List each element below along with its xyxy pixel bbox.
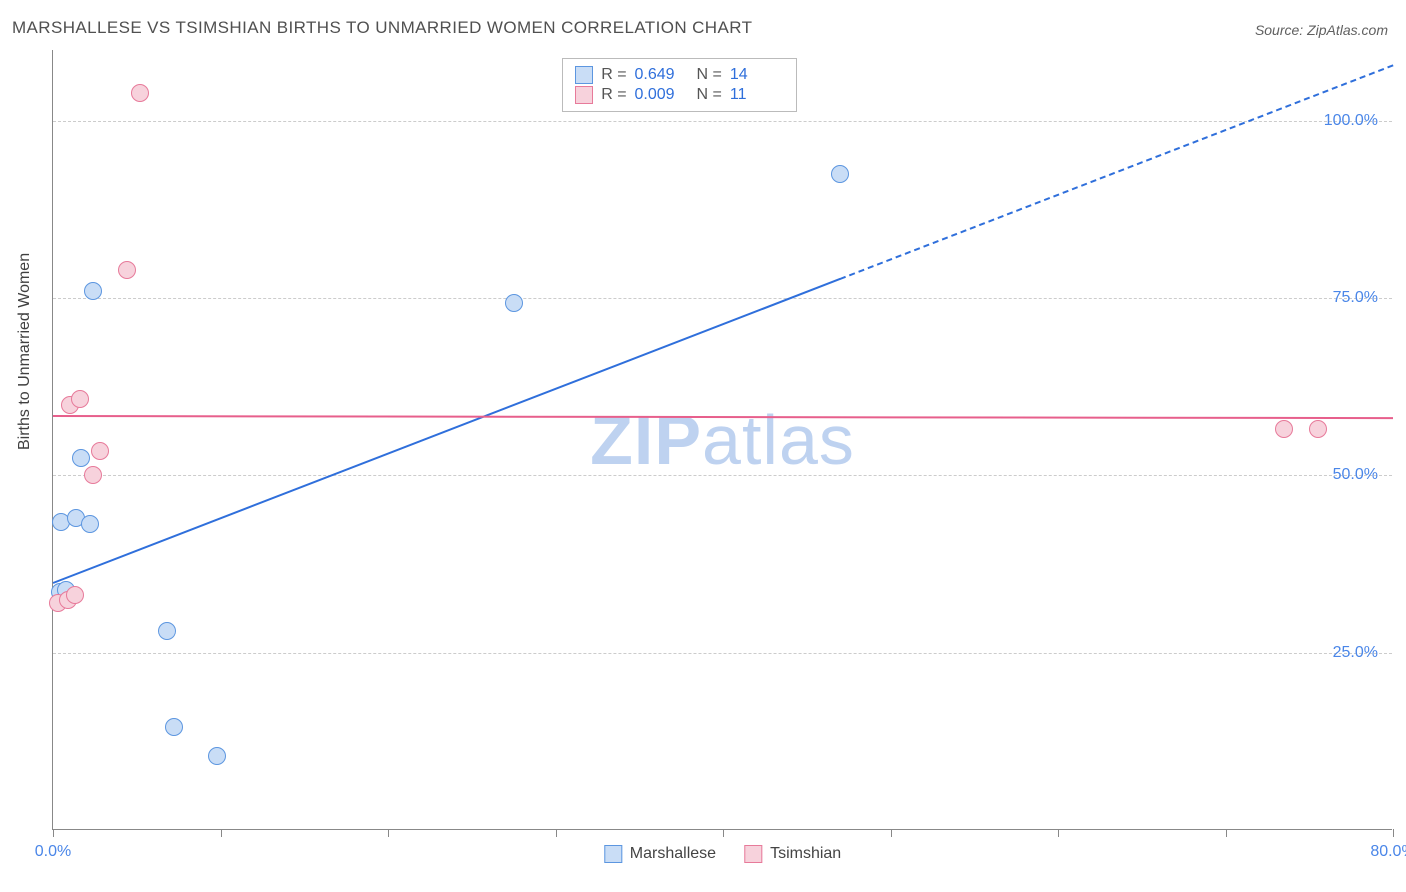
n-value: 14 xyxy=(730,66,784,84)
series-legend: Marshallese Tsimshian xyxy=(604,845,841,863)
data-point-marshallese xyxy=(831,165,849,183)
x-tick xyxy=(221,829,222,837)
x-tick xyxy=(891,829,892,837)
x-tick xyxy=(1058,829,1059,837)
data-point-marshallese xyxy=(72,449,90,467)
n-label: N = xyxy=(697,86,722,104)
trend-line-marshallese xyxy=(840,64,1393,279)
x-tick xyxy=(556,829,557,837)
y-tick-label: 50.0% xyxy=(1333,466,1378,484)
data-point-tsimshian xyxy=(1309,420,1327,438)
data-point-marshallese xyxy=(158,622,176,640)
r-value: 0.009 xyxy=(635,86,689,104)
gridline-h xyxy=(53,121,1392,122)
y-tick-label: 100.0% xyxy=(1324,112,1378,130)
legend-label: Tsimshian xyxy=(770,845,841,863)
legend-swatch xyxy=(575,86,593,104)
chart-source: Source: ZipAtlas.com xyxy=(1255,22,1388,38)
data-point-tsimshian xyxy=(84,466,102,484)
data-point-tsimshian xyxy=(71,390,89,408)
correlation-row: R = 0.649 N = 14 xyxy=(575,65,784,85)
legend-swatch xyxy=(604,845,622,863)
x-tick-label: 0.0% xyxy=(35,843,71,861)
n-value: 11 xyxy=(730,86,784,104)
y-axis-label: Births to Unmarried Women xyxy=(16,253,34,450)
legend-swatch xyxy=(744,845,762,863)
x-tick xyxy=(1226,829,1227,837)
data-point-marshallese xyxy=(81,515,99,533)
data-point-marshallese xyxy=(208,747,226,765)
r-value: 0.649 xyxy=(635,66,689,84)
data-point-tsimshian xyxy=(91,442,109,460)
r-label: R = xyxy=(601,86,626,104)
data-point-marshallese xyxy=(505,294,523,312)
data-point-tsimshian xyxy=(118,261,136,279)
data-point-tsimshian xyxy=(131,84,149,102)
y-tick-label: 75.0% xyxy=(1333,289,1378,307)
y-tick-label: 25.0% xyxy=(1333,644,1378,662)
legend-swatch xyxy=(575,66,593,84)
x-tick xyxy=(723,829,724,837)
legend-item-marshallese: Marshallese xyxy=(604,845,716,863)
plot-area: ZIPatlas 25.0%50.0%75.0%100.0%0.0%80.0%R… xyxy=(52,50,1392,830)
watermark: ZIPatlas xyxy=(590,400,855,480)
data-point-tsimshian xyxy=(66,586,84,604)
data-point-marshallese xyxy=(165,718,183,736)
correlation-legend: R = 0.649 N = 14 R = 0.009 N = 11 xyxy=(562,58,797,112)
x-tick-label: 80.0% xyxy=(1370,843,1406,861)
gridline-h xyxy=(53,298,1392,299)
gridline-h xyxy=(53,475,1392,476)
legend-label: Marshallese xyxy=(630,845,716,863)
gridline-h xyxy=(53,653,1392,654)
correlation-row: R = 0.009 N = 11 xyxy=(575,85,784,105)
r-label: R = xyxy=(601,66,626,84)
trend-line-marshallese xyxy=(53,278,841,584)
x-tick xyxy=(1393,829,1394,837)
n-label: N = xyxy=(697,66,722,84)
data-point-marshallese xyxy=(84,282,102,300)
x-tick xyxy=(388,829,389,837)
data-point-tsimshian xyxy=(1275,420,1293,438)
x-tick xyxy=(53,829,54,837)
trend-line-tsimshian xyxy=(53,415,1393,419)
chart-title: MARSHALLESE VS TSIMSHIAN BIRTHS TO UNMAR… xyxy=(12,18,752,38)
legend-item-tsimshian: Tsimshian xyxy=(744,845,841,863)
